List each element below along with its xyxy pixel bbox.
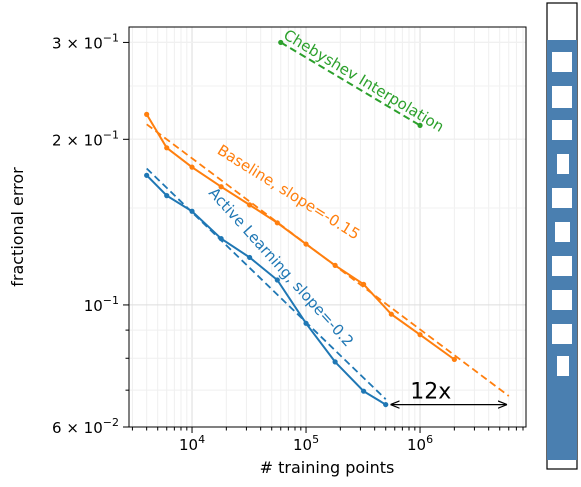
x-axis-label: # training points: [260, 458, 395, 477]
y-tick-label: 2 × 10−1: [52, 128, 119, 149]
fit-line-4: [146, 167, 387, 400]
colorbar-fill: [547, 40, 577, 460]
colorbar-cell: [552, 86, 572, 108]
colorbar-cell: [557, 356, 569, 376]
plot-frame: [128, 26, 527, 428]
data-point: [144, 111, 150, 117]
ratio-label: 12x: [410, 380, 451, 405]
x-tick-label: 106: [407, 433, 433, 454]
series-layer: [144, 39, 510, 408]
colorbar-cell: [557, 154, 569, 174]
data-point: [247, 202, 253, 208]
y-tick-label: 10−1: [84, 294, 119, 315]
colorbar-cell: [552, 256, 572, 276]
data-point: [388, 311, 394, 317]
colorbar-cell: [555, 222, 570, 242]
grid: [129, 27, 526, 428]
data-point: [164, 193, 170, 199]
data-point: [218, 184, 224, 190]
data-point: [332, 359, 338, 365]
y-tick-label: 3 × 10−1: [52, 31, 119, 52]
data-point: [361, 388, 367, 394]
colorbar-cell: [552, 120, 572, 140]
data-point: [383, 401, 389, 408]
colorbar-cell: [552, 324, 572, 344]
y-axis-label: fractional error: [8, 167, 27, 287]
data-point: [417, 122, 423, 128]
data-point: [417, 332, 423, 338]
x-tick-label: 104: [179, 433, 205, 454]
y-tick-label: 6 × 10−2: [52, 416, 119, 437]
data-point: [274, 277, 280, 283]
colorbar-cell: [552, 290, 572, 310]
fit-line-3: [146, 123, 510, 397]
x-tick-label: 105: [293, 433, 319, 454]
series-line-1: [145, 174, 387, 406]
colorbar-cell: [552, 52, 572, 72]
colorbar-cell: [552, 188, 572, 208]
data-point: [189, 164, 195, 170]
series-line-2: [280, 41, 421, 127]
colorbar-strip: [546, 2, 578, 470]
data-point: [278, 39, 284, 46]
data-point: [164, 145, 170, 151]
data-point: [247, 254, 253, 261]
data-point: [144, 172, 150, 178]
data-point: [451, 356, 457, 363]
